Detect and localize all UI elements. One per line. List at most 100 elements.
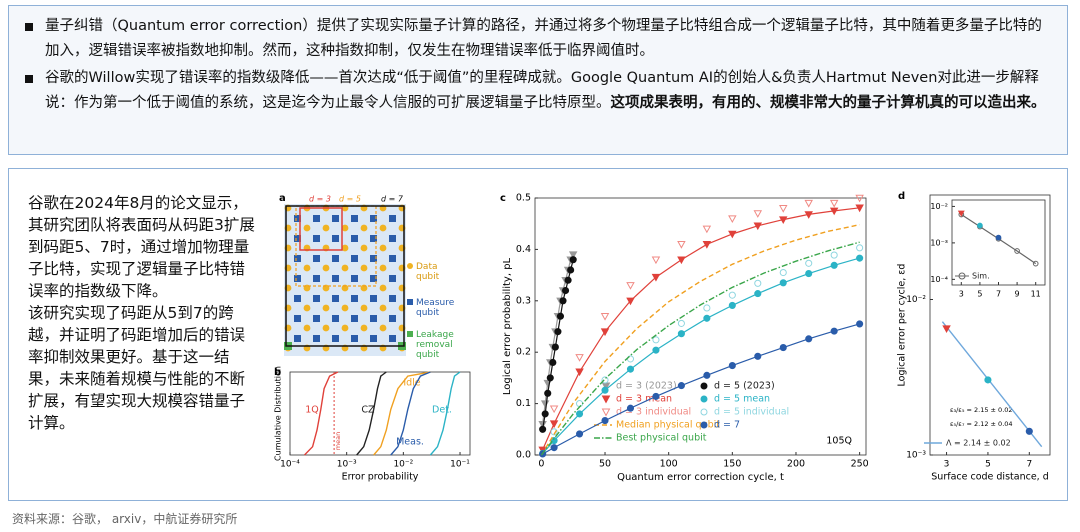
legend-label: Best physical qubit bbox=[616, 433, 707, 444]
x-tick-label: 3 bbox=[944, 460, 950, 470]
marker bbox=[855, 194, 864, 203]
y-tick-label: 0.2 bbox=[516, 347, 531, 358]
summary-box: 量子纠错（Quantum error correction）提供了实现实际量子计… bbox=[8, 5, 1068, 155]
marker bbox=[561, 286, 570, 295]
series-line bbox=[540, 224, 860, 456]
measure-qubit bbox=[294, 235, 301, 242]
paragraph: 谷歌在2024年8月的论文显示，其研究团队将表面码从码距3扩展到码距5、7时，通… bbox=[28, 194, 255, 300]
annotation: 105Q bbox=[826, 436, 852, 447]
marker bbox=[541, 410, 549, 418]
marker bbox=[575, 400, 584, 408]
series-label: CZ bbox=[361, 405, 375, 416]
series-label: 1Q bbox=[305, 405, 319, 416]
marker bbox=[626, 297, 635, 306]
marker bbox=[554, 328, 562, 336]
legend-swatch bbox=[407, 299, 413, 305]
x-axis-label: Quantum error correction cycle, t bbox=[617, 472, 784, 483]
marker bbox=[753, 222, 763, 231]
marker bbox=[728, 362, 736, 370]
marker bbox=[830, 327, 838, 335]
y-tick-label: 10⁻³ bbox=[906, 451, 926, 461]
marker bbox=[856, 244, 864, 252]
measure-qubit bbox=[370, 335, 377, 342]
data-qubit bbox=[379, 224, 387, 232]
data-qubit bbox=[341, 324, 349, 332]
y-tick-label: 0.1 bbox=[516, 398, 531, 409]
legend-swatch bbox=[601, 408, 611, 417]
axes-frame bbox=[929, 194, 1051, 456]
marker bbox=[1025, 427, 1033, 435]
data-qubit bbox=[341, 224, 349, 232]
measure-qubit bbox=[351, 255, 358, 262]
marker bbox=[1014, 248, 1020, 254]
marker bbox=[564, 276, 572, 284]
data-qubit bbox=[360, 304, 368, 312]
marker bbox=[601, 417, 609, 425]
marker bbox=[728, 215, 737, 223]
data-qubit bbox=[379, 264, 387, 272]
x-tick-label: 10⁻³ bbox=[337, 460, 357, 470]
axes-frame bbox=[951, 199, 1046, 286]
marker bbox=[626, 404, 635, 412]
x-tick-label: 7 bbox=[1026, 460, 1032, 470]
x-tick-label: 11 bbox=[1031, 290, 1041, 299]
marker bbox=[677, 256, 686, 265]
data-qubit bbox=[322, 224, 330, 232]
annotation: ε₃/ε₅ = 2.15 ± 0.02 bbox=[950, 406, 1013, 414]
mean-label: mean bbox=[334, 432, 342, 450]
marker bbox=[677, 319, 685, 327]
code-outline bbox=[285, 205, 405, 347]
series-line bbox=[941, 321, 1043, 448]
marker bbox=[984, 376, 992, 384]
marker bbox=[626, 365, 635, 373]
bullet-mark bbox=[25, 23, 33, 31]
marker bbox=[804, 199, 813, 208]
marker bbox=[652, 346, 660, 354]
marker bbox=[601, 386, 609, 394]
marker bbox=[550, 428, 558, 436]
marker bbox=[538, 420, 547, 429]
legend-swatch bbox=[700, 395, 708, 403]
marker bbox=[703, 304, 711, 312]
distance-label: d = 3 bbox=[309, 195, 331, 204]
measure-qubit bbox=[370, 315, 377, 322]
marker bbox=[703, 371, 711, 379]
y-tick-label: 0.3 bbox=[516, 295, 531, 306]
panel-letter: d bbox=[898, 191, 905, 202]
marker bbox=[550, 444, 558, 452]
marker bbox=[805, 259, 813, 267]
measure-qubit bbox=[351, 335, 358, 342]
marker bbox=[728, 301, 736, 309]
marker bbox=[995, 234, 1002, 241]
y-tick-label: 10⁻³ bbox=[930, 238, 948, 247]
x-tick-label: 10⁻² bbox=[393, 460, 413, 470]
legend-swatch bbox=[700, 382, 708, 390]
paragraph: 该研究实现了码距从5到7的跨越，并证明了码距增加后的错误率抑制效果更好。基于这一… bbox=[28, 304, 246, 432]
marker bbox=[977, 222, 983, 229]
marker bbox=[702, 225, 712, 234]
series-line bbox=[542, 257, 860, 454]
marker bbox=[652, 336, 660, 344]
series-line bbox=[356, 371, 387, 456]
source-note: 资料来源：谷歌， arxiv，中航证券研究所 bbox=[12, 512, 238, 526]
marker bbox=[779, 268, 787, 277]
data-qubit bbox=[360, 264, 368, 272]
marker bbox=[805, 269, 813, 278]
marker bbox=[652, 392, 660, 400]
marker bbox=[754, 279, 762, 287]
marker bbox=[651, 273, 661, 282]
measure-qubit bbox=[332, 315, 339, 322]
y-tick-label: 0.4 bbox=[516, 244, 531, 255]
marker bbox=[559, 297, 567, 305]
marker bbox=[575, 354, 584, 362]
marker bbox=[546, 374, 554, 382]
legend-label: d = 5 mean bbox=[714, 394, 770, 405]
marker bbox=[549, 358, 557, 367]
marker bbox=[651, 256, 661, 265]
annotation: ε₅/ε₇ = 2.12 ± 0.04 bbox=[950, 420, 1013, 428]
marker bbox=[779, 279, 787, 287]
legend-label: d = 3 individual bbox=[616, 407, 691, 418]
data-qubit bbox=[322, 264, 330, 272]
x-tick-label: 5 bbox=[985, 460, 991, 470]
axes-frame bbox=[289, 371, 471, 456]
